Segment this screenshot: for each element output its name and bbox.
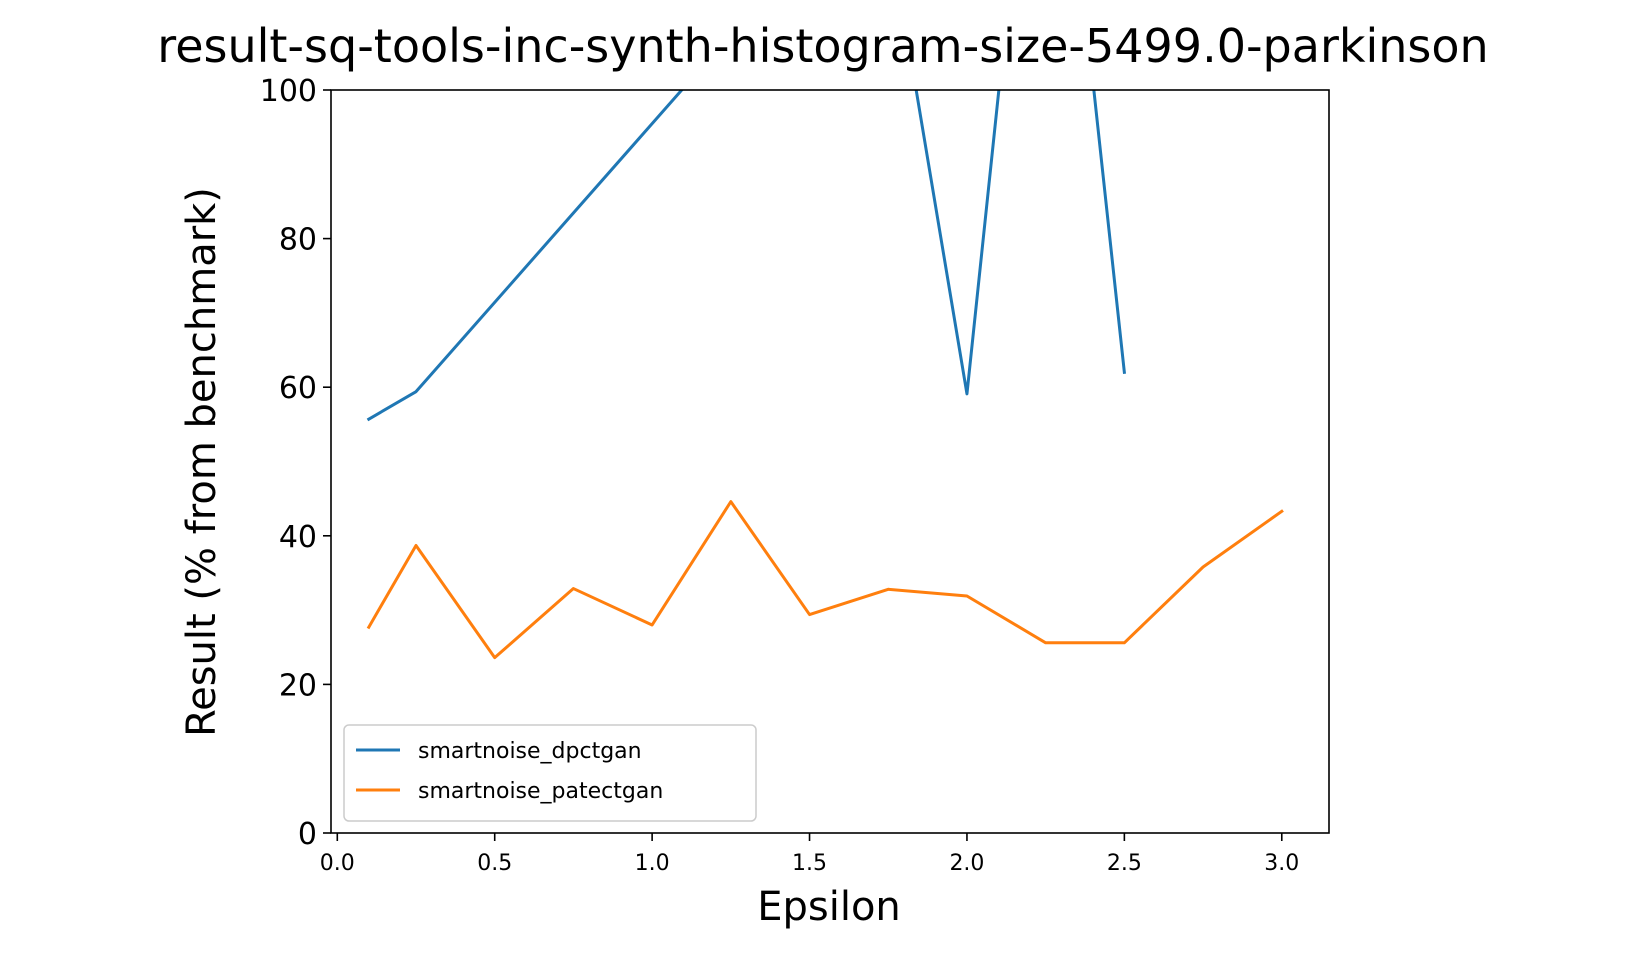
series-line-smartnoise_dpctgan — [366, 90, 1127, 422]
x-tick-label: 2.0 — [949, 851, 984, 876]
y-axis-label: Result (% from benchmark) — [179, 187, 225, 737]
y-axis: 0 20 40 60 80 100 — [260, 74, 331, 852]
x-tick-label: 0.0 — [320, 851, 355, 876]
series-line-smartnoise_patectgan — [366, 500, 1284, 660]
y-tick-label: 40 — [279, 520, 317, 555]
legend-box — [343, 724, 757, 822]
y-tick-label: 60 — [279, 371, 317, 406]
x-axis-label: Epsilon — [757, 884, 901, 930]
y-tick-label: 20 — [279, 668, 317, 703]
y-tick-label: 100 — [260, 74, 317, 109]
y-tick-label: 0 — [298, 817, 317, 852]
x-axis: 0.0 0.5 1.0 1.5 2.0 2.5 3.0 — [320, 833, 1299, 876]
x-tick-label: 2.5 — [1107, 851, 1142, 876]
x-tick-label: 0.5 — [477, 851, 512, 876]
y-tick-label: 80 — [279, 223, 317, 258]
plot-frame — [330, 89, 1330, 834]
series-layer — [366, 90, 1284, 660]
chart-title: result-sq-tools-inc-synth-histogram-size… — [157, 19, 1488, 73]
x-tick-label: 1.5 — [792, 851, 827, 876]
legend: smartnoise_dpctgan smartnoise_patectgan — [343, 724, 757, 822]
legend-label-smartnoise_dpctgan: smartnoise_dpctgan — [418, 739, 642, 764]
x-tick-label: 3.0 — [1264, 851, 1299, 876]
legend-label-smartnoise_patectgan: smartnoise_patectgan — [418, 779, 663, 804]
x-tick-label: 1.0 — [635, 851, 670, 876]
